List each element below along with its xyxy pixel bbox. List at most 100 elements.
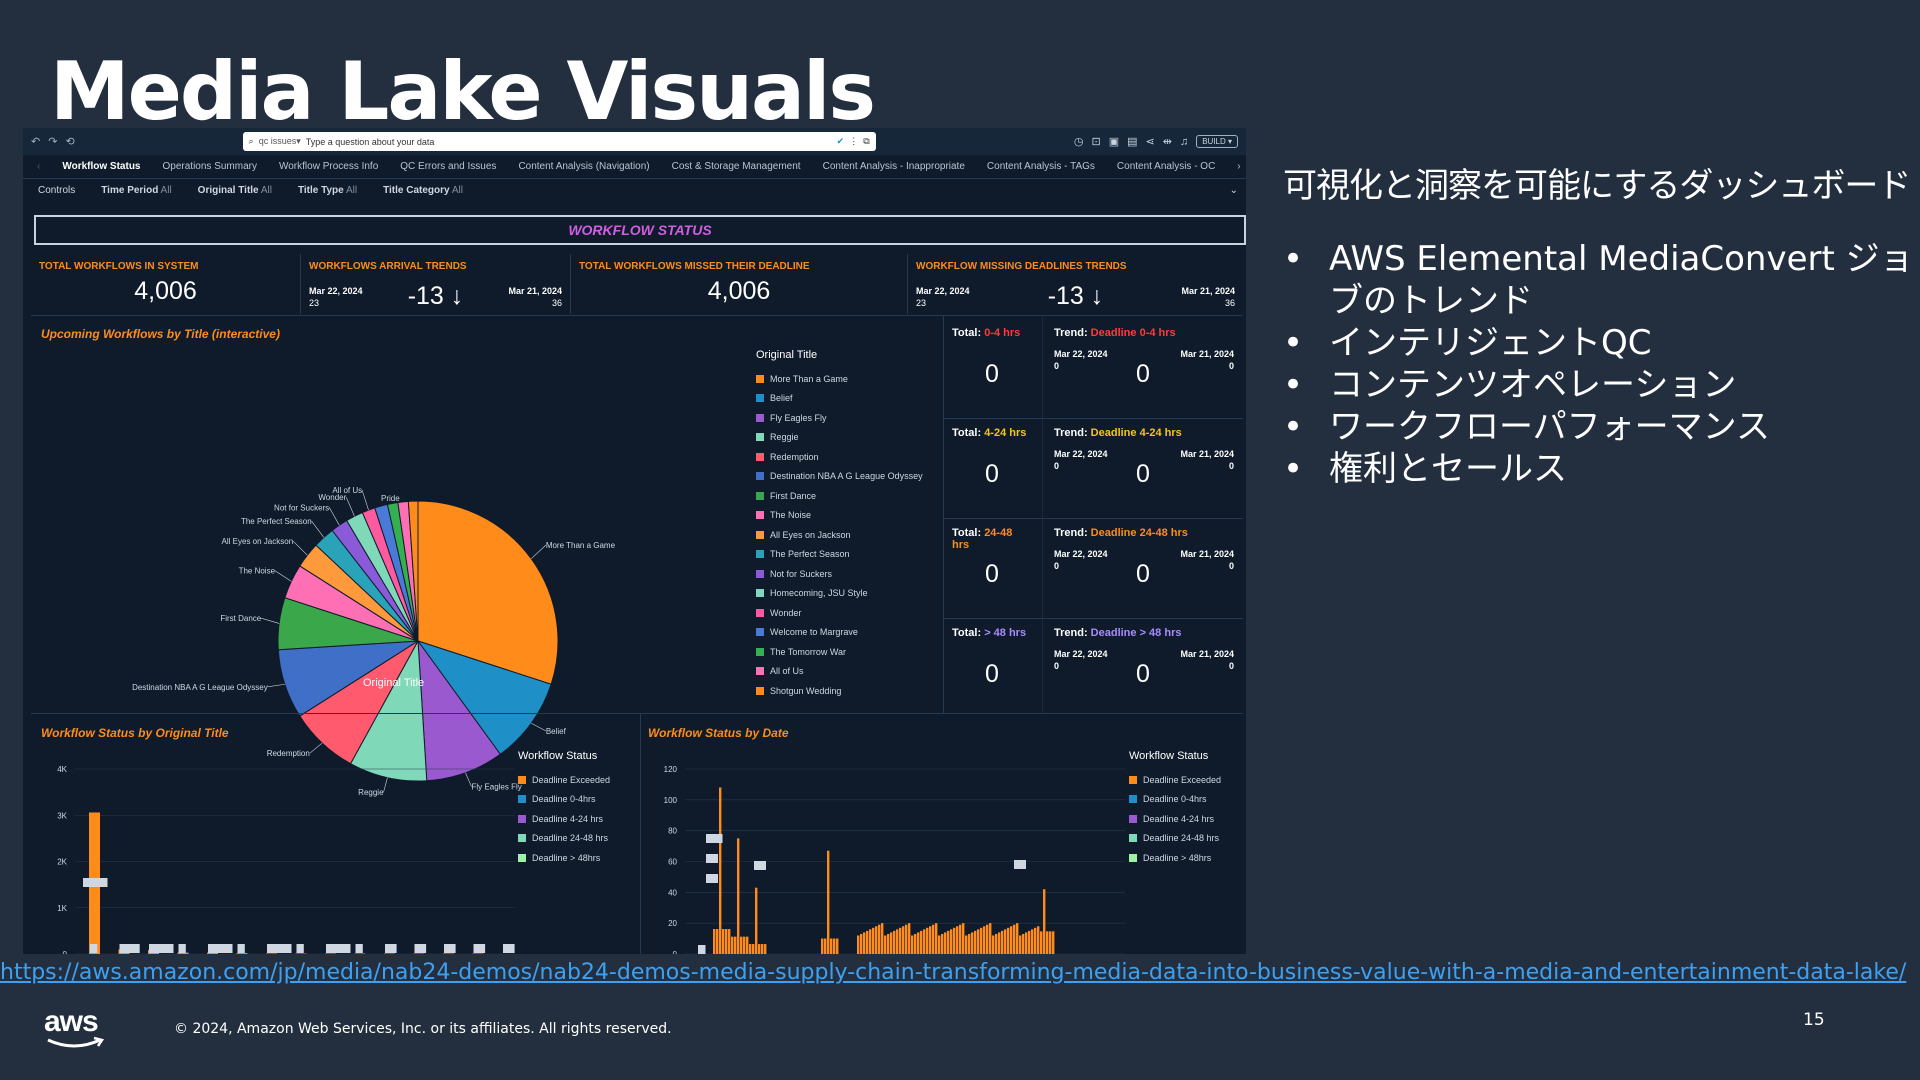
- bar[interactable]: [737, 838, 740, 954]
- save-icon[interactable]: ▣: [1108, 136, 1120, 148]
- legend-item[interactable]: Deadline > 48hrs: [1129, 848, 1221, 868]
- bar[interactable]: [986, 924, 989, 954]
- bar[interactable]: [935, 923, 938, 954]
- bar[interactable]: [860, 933, 863, 954]
- bar[interactable]: [974, 930, 977, 954]
- tab-content-analysis-tags[interactable]: Content Analysis - TAGs: [986, 161, 1095, 172]
- bar[interactable]: [1010, 926, 1013, 954]
- legend-item[interactable]: The Noise: [756, 506, 923, 526]
- bar[interactable]: [749, 944, 752, 954]
- bar[interactable]: [207, 952, 218, 954]
- search-input[interactable]: ⌕ qc issues▾ Type a question about your …: [242, 132, 876, 151]
- bar[interactable]: [992, 935, 995, 955]
- bar[interactable]: [1025, 932, 1028, 954]
- bar[interactable]: [1049, 931, 1052, 954]
- bar[interactable]: [896, 929, 899, 954]
- bar[interactable]: [962, 923, 965, 954]
- data-label-box[interactable]: [237, 944, 245, 953]
- legend-item[interactable]: Wonder: [756, 603, 923, 623]
- bar[interactable]: [908, 923, 911, 954]
- search-tag[interactable]: qc issues▾: [258, 136, 301, 146]
- filter-title-category[interactable]: Title Category All: [383, 184, 463, 196]
- bar[interactable]: [755, 887, 758, 954]
- data-label-box[interactable]: [90, 944, 98, 953]
- bar[interactable]: [1052, 931, 1055, 954]
- bar[interactable]: [890, 932, 893, 954]
- pie-leader[interactable]: [274, 570, 292, 582]
- bar[interactable]: [1046, 931, 1049, 954]
- bar[interactable]: [875, 926, 878, 954]
- tabs-left-icon[interactable]: ‹: [37, 161, 41, 172]
- bar[interactable]: [941, 933, 944, 954]
- bar[interactable]: [926, 927, 929, 954]
- bar[interactable]: [881, 923, 884, 954]
- legend-item[interactable]: Reggie: [756, 428, 923, 448]
- print-icon[interactable]: ▤: [1127, 136, 1138, 148]
- bar[interactable]: [971, 932, 974, 954]
- legend-item[interactable]: Welcome to Margrave: [756, 623, 923, 643]
- bell-icon[interactable]: ♫: [1179, 135, 1189, 148]
- tab-content-analysis-oc[interactable]: Content Analysis - OC: [1116, 161, 1216, 172]
- bar[interactable]: [1004, 929, 1007, 954]
- bar[interactable]: [920, 930, 923, 954]
- bar[interactable]: [1016, 923, 1019, 954]
- bar[interactable]: [827, 850, 830, 954]
- data-label-box[interactable]: [444, 944, 456, 953]
- data-label-box[interactable]: [355, 944, 363, 953]
- legend-item[interactable]: All of Us: [756, 662, 923, 682]
- bar[interactable]: [872, 927, 875, 954]
- legend-item[interactable]: Deadline Exceeded: [518, 770, 610, 790]
- data-label-box[interactable]: [414, 944, 427, 953]
- pie-leader[interactable]: [261, 617, 280, 624]
- data-label-box[interactable]: [149, 944, 174, 953]
- bar[interactable]: [716, 929, 719, 954]
- data-label-box[interactable]: [706, 834, 723, 843]
- legend-item[interactable]: Homecoming, JSU Style: [756, 584, 923, 604]
- bar[interactable]: [968, 933, 971, 954]
- legend-item[interactable]: Deadline 0-4hrs: [518, 790, 610, 810]
- pie-slice[interactable]: [407, 500, 419, 642]
- tab-content-analysis-navigation[interactable]: Content Analysis (Navigation): [518, 161, 650, 172]
- bar[interactable]: [752, 944, 755, 954]
- legend-item[interactable]: Belief: [756, 389, 923, 409]
- bar[interactable]: [932, 924, 935, 954]
- bar[interactable]: [236, 953, 248, 954]
- bar[interactable]: [1037, 926, 1040, 954]
- data-label-box[interactable]: [208, 944, 233, 953]
- data-label-box[interactable]: [503, 944, 515, 953]
- bar[interactable]: [959, 924, 962, 954]
- pie-slice[interactable]: [349, 639, 428, 782]
- bar[interactable]: [863, 932, 866, 954]
- pie-leader[interactable]: [267, 683, 285, 688]
- bar[interactable]: [995, 933, 998, 954]
- bar[interactable]: [947, 930, 950, 954]
- bar[interactable]: [884, 935, 887, 955]
- bar[interactable]: [746, 936, 749, 954]
- bar[interactable]: [758, 944, 761, 954]
- bar[interactable]: [1019, 935, 1022, 955]
- bar-chart-by-date[interactable]: 0 20 40 60 80 100 120 108 75 43 67 42 0: [645, 743, 1135, 954]
- bar[interactable]: [977, 929, 980, 954]
- pie-leader[interactable]: [311, 520, 325, 538]
- legend-item[interactable]: Shotgun Wedding: [756, 681, 923, 701]
- legend-item[interactable]: All Eyes on Jackson: [756, 525, 923, 545]
- data-label-box[interactable]: [473, 944, 486, 953]
- undo-icon[interactable]: ↶: [31, 136, 41, 148]
- bar[interactable]: [989, 923, 992, 954]
- data-label-box[interactable]: [706, 874, 718, 883]
- reset-icon[interactable]: ⟲: [65, 136, 75, 148]
- build-button[interactable]: BUILD ▾: [1196, 135, 1238, 148]
- bar[interactable]: [869, 929, 872, 954]
- data-label-box[interactable]: [178, 944, 186, 953]
- tab-workflow-status[interactable]: Workflow Status: [62, 161, 141, 172]
- bar[interactable]: [929, 926, 932, 954]
- legend-item[interactable]: Deadline 4-24 hrs: [518, 809, 610, 829]
- legend-item[interactable]: Deadline 4-24 hrs: [1129, 809, 1221, 829]
- data-label-box[interactable]: [698, 945, 706, 954]
- legend-item[interactable]: Redemption: [756, 447, 923, 467]
- redo-icon[interactable]: ↷: [48, 136, 58, 148]
- more-icon[interactable]: ⋮: [849, 136, 859, 146]
- bar[interactable]: [740, 936, 743, 954]
- bar[interactable]: [956, 926, 959, 954]
- bar[interactable]: [857, 935, 860, 955]
